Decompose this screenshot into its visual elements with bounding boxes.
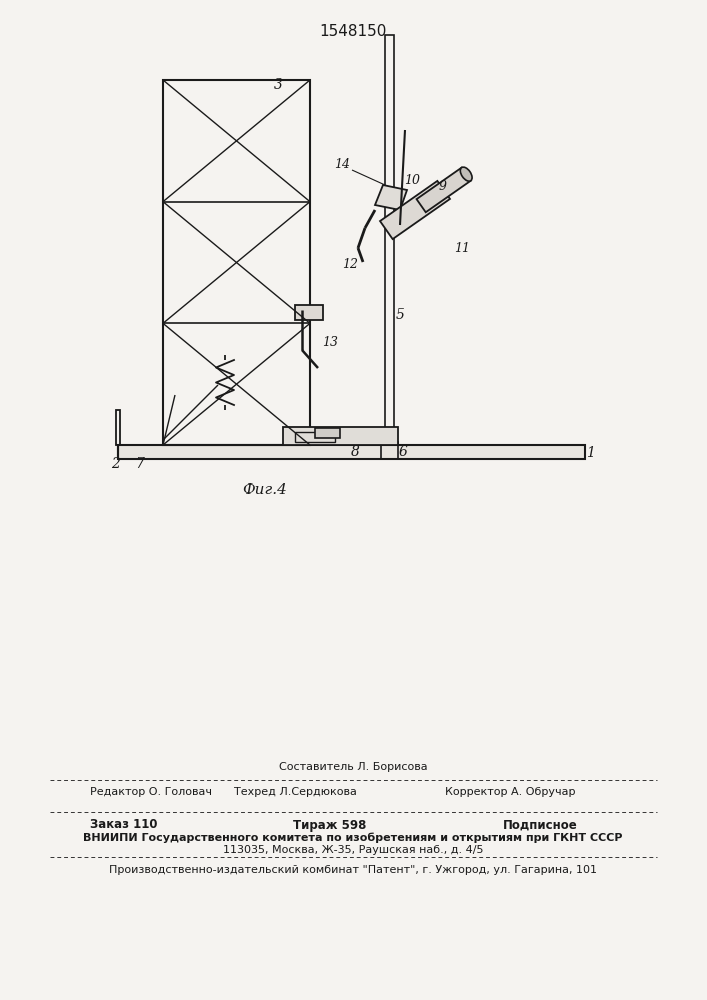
Text: 10: 10 — [404, 174, 420, 186]
Bar — [381, 442, 398, 459]
Bar — [315, 428, 340, 438]
Text: 8: 8 — [351, 445, 359, 459]
Text: 1: 1 — [585, 446, 595, 460]
Polygon shape — [380, 181, 450, 239]
Text: 3: 3 — [274, 78, 282, 92]
Bar — [163, 80, 310, 445]
Bar — [295, 305, 323, 320]
Text: 9: 9 — [439, 180, 447, 194]
Bar — [295, 432, 335, 442]
Text: 11: 11 — [454, 241, 470, 254]
Text: Корректор А. Обручар: Корректор А. Обручар — [445, 787, 575, 797]
Text: 7: 7 — [135, 457, 144, 471]
Polygon shape — [375, 185, 407, 210]
Text: Составитель Л. Борисова: Составитель Л. Борисова — [279, 762, 427, 772]
Text: 6: 6 — [399, 445, 407, 459]
Bar — [116, 410, 120, 445]
Ellipse shape — [460, 167, 472, 181]
Polygon shape — [416, 168, 471, 212]
Text: 1548150: 1548150 — [320, 24, 387, 39]
Text: Тираж 598: Тираж 598 — [293, 818, 367, 832]
Text: 5: 5 — [395, 308, 404, 322]
Text: 2: 2 — [111, 457, 120, 471]
Text: Техред Л.Сердюкова: Техред Л.Сердюкова — [233, 787, 356, 797]
Bar — [118, 445, 585, 459]
Bar — [283, 427, 398, 445]
Text: Редактор О. Головач: Редактор О. Головач — [90, 787, 212, 797]
Text: 113035, Москва, Ж-35, Раушская наб., д. 4/5: 113035, Москва, Ж-35, Раушская наб., д. … — [223, 845, 484, 855]
Text: Заказ 110: Заказ 110 — [90, 818, 158, 832]
Text: 14: 14 — [334, 158, 350, 172]
Text: Фиг.4: Фиг.4 — [243, 483, 288, 497]
Bar — [385, 35, 394, 445]
Text: Подписное: Подписное — [503, 818, 578, 832]
Text: 12: 12 — [342, 257, 358, 270]
Text: Производственно-издательский комбинат "Патент", г. Ужгород, ул. Гагарина, 101: Производственно-издательский комбинат "П… — [109, 865, 597, 875]
Text: ВНИИПИ Государственного комитета по изобретениям и открытиям при ГКНТ СССР: ВНИИПИ Государственного комитета по изоб… — [83, 833, 623, 843]
Text: 13: 13 — [322, 336, 338, 349]
